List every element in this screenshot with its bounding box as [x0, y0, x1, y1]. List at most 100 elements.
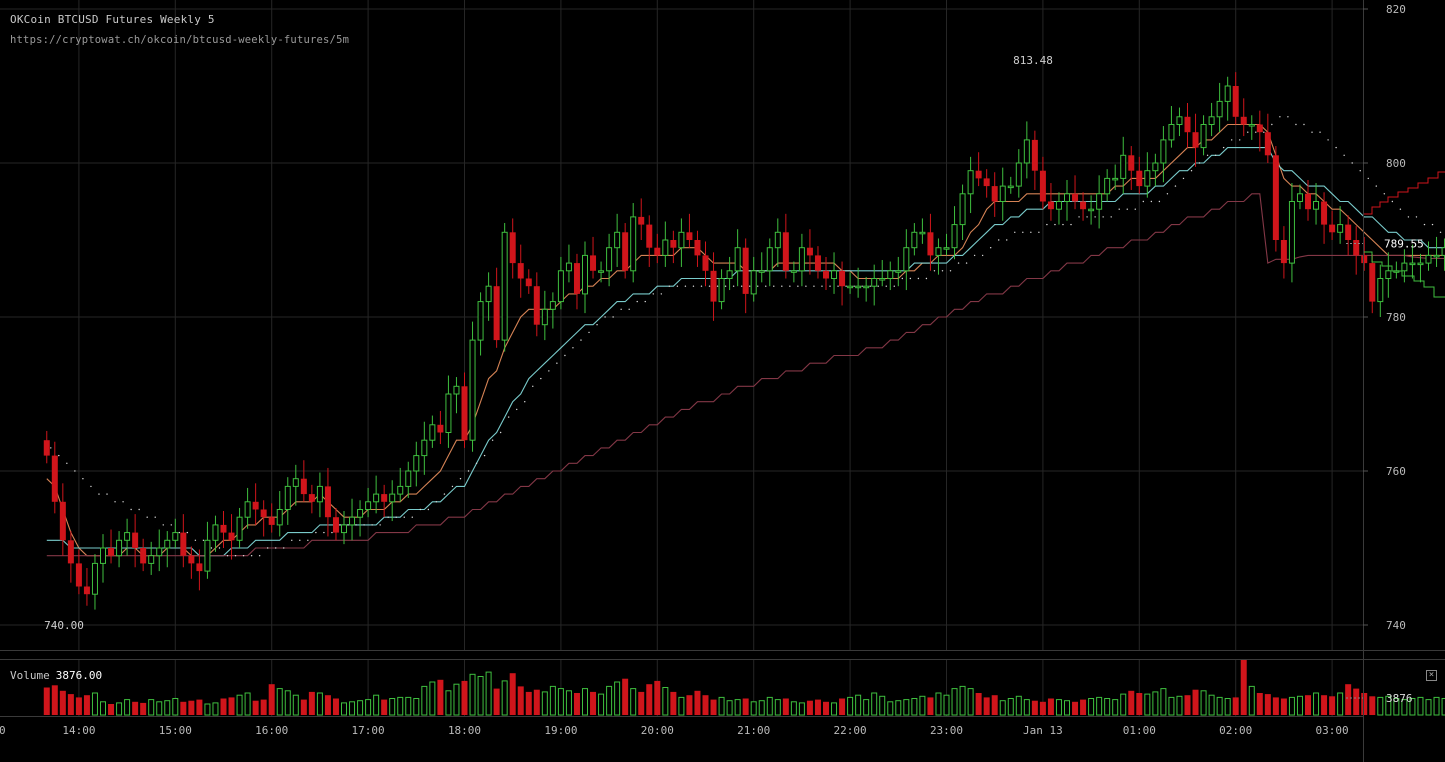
dotted-point — [740, 285, 743, 287]
candle-body-up — [903, 247, 910, 272]
dotted-point — [491, 439, 494, 441]
volume-bar-up — [204, 703, 211, 716]
dotted-point — [283, 547, 285, 549]
volume-bar-down — [823, 701, 829, 715]
volume-bar-up — [750, 701, 757, 716]
candle-body-up — [469, 339, 476, 441]
dotted-point — [507, 416, 510, 418]
candle-body-up — [204, 539, 211, 572]
dotted-point — [226, 555, 229, 557]
candle-body-up — [863, 285, 870, 289]
volume-bar-up — [1296, 695, 1303, 716]
volume-bar-up — [292, 694, 299, 716]
dotted-point — [130, 508, 132, 511]
candle-body-down — [1128, 155, 1135, 171]
volume-bar-up — [349, 701, 356, 716]
dotted-point — [524, 401, 526, 403]
dotted-point — [1335, 146, 1337, 149]
dotted-point — [178, 531, 181, 534]
volume-label: Volume 3876.00 — [10, 669, 102, 682]
dotted-point — [1423, 223, 1426, 226]
candle-body-up — [774, 231, 781, 249]
candle-body-up — [750, 270, 757, 295]
candle-body-down — [686, 232, 693, 240]
candle-body-up — [1112, 177, 1119, 181]
dotted-point — [1239, 139, 1241, 141]
volume-bar-down — [220, 698, 227, 715]
volume-bar-down — [1031, 700, 1038, 715]
volume-bar-up — [316, 692, 323, 716]
dotted-point — [1174, 185, 1177, 187]
series-line-ema2 — [46, 147, 1445, 557]
dotted-point — [483, 454, 486, 457]
dotted-point — [1158, 200, 1161, 203]
candle-body-up — [124, 532, 131, 541]
dotted-point — [451, 485, 454, 488]
candle-body-up — [1168, 124, 1175, 141]
dotted-point — [564, 354, 566, 357]
candle-body-up — [879, 278, 886, 281]
chart-url[interactable]: https://cryptowat.ch/okcoin/btcusd-weekl… — [10, 34, 350, 46]
dotted-point — [716, 285, 719, 287]
volume-bar-up — [156, 701, 163, 716]
candle-body-up — [1296, 193, 1303, 203]
candle-body-up — [790, 270, 797, 273]
volume-bar-down — [638, 691, 645, 715]
volume-bar-down — [51, 685, 58, 715]
volume-bar-down — [260, 699, 267, 715]
volume-bar-down — [300, 699, 307, 715]
y-tick-label: 740 — [1386, 619, 1406, 632]
candle-body-down — [590, 255, 597, 271]
dotted-point — [170, 524, 172, 526]
candle-body-up — [919, 231, 926, 235]
dotted-point — [765, 285, 767, 287]
depth-lines — [1363, 171, 1445, 298]
volume-bar-up — [389, 698, 396, 716]
candle-body-down — [991, 186, 998, 202]
volume-bar-up — [718, 696, 725, 716]
dotted-point — [106, 493, 108, 495]
volume-bar-down — [525, 691, 532, 715]
dotted-point — [1319, 131, 1321, 133]
candle-body-down — [839, 270, 846, 287]
volume-bar-up — [501, 680, 508, 716]
dotted-point — [628, 308, 630, 310]
close-volume-icon[interactable]: × — [1426, 670, 1437, 681]
candle-body-up — [91, 562, 98, 595]
dotted-point — [1327, 139, 1329, 141]
dotted-point — [1311, 131, 1313, 133]
candle-body-up — [421, 439, 428, 457]
candle-body-up — [1288, 201, 1295, 264]
volume-bar-up — [606, 685, 613, 716]
candle-body-up — [1200, 124, 1207, 149]
dotted-point — [981, 254, 984, 257]
volume-bar-up — [951, 688, 958, 716]
volume-bar-up — [871, 692, 878, 716]
dotted-point — [162, 524, 164, 526]
candle-body-down — [1280, 240, 1287, 264]
volume-bar-down — [509, 673, 516, 715]
dotted-point — [532, 385, 534, 387]
dotted-point — [909, 277, 912, 280]
dotted-point — [387, 516, 389, 518]
volume-bar-down — [75, 697, 82, 715]
high-price-label: 813.48 — [1013, 54, 1053, 67]
volume-bar-up — [244, 692, 251, 716]
dotted-point — [403, 516, 405, 518]
candle-body-up — [116, 539, 123, 557]
volume-bar-up — [341, 702, 347, 716]
dotted-point — [805, 285, 807, 287]
volume-bar-up — [1224, 698, 1231, 716]
candle-body-up — [967, 170, 974, 195]
indicator-lines — [46, 116, 1445, 557]
volume-bar-up — [549, 685, 556, 716]
candle-body-up — [855, 285, 862, 289]
volume-bar-up — [1425, 699, 1432, 716]
candle-body-up — [365, 501, 372, 510]
dotted-point — [1263, 131, 1265, 133]
dotted-point — [122, 501, 124, 503]
candle-body-up — [614, 231, 621, 249]
candle-body-up — [557, 270, 564, 303]
volume-bar-up — [790, 701, 797, 716]
